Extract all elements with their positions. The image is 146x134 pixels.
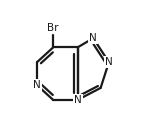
Text: N: N (33, 80, 41, 90)
Text: N: N (105, 57, 113, 67)
Text: N: N (89, 33, 97, 43)
Text: N: N (74, 95, 81, 105)
Text: Br: Br (47, 23, 59, 33)
